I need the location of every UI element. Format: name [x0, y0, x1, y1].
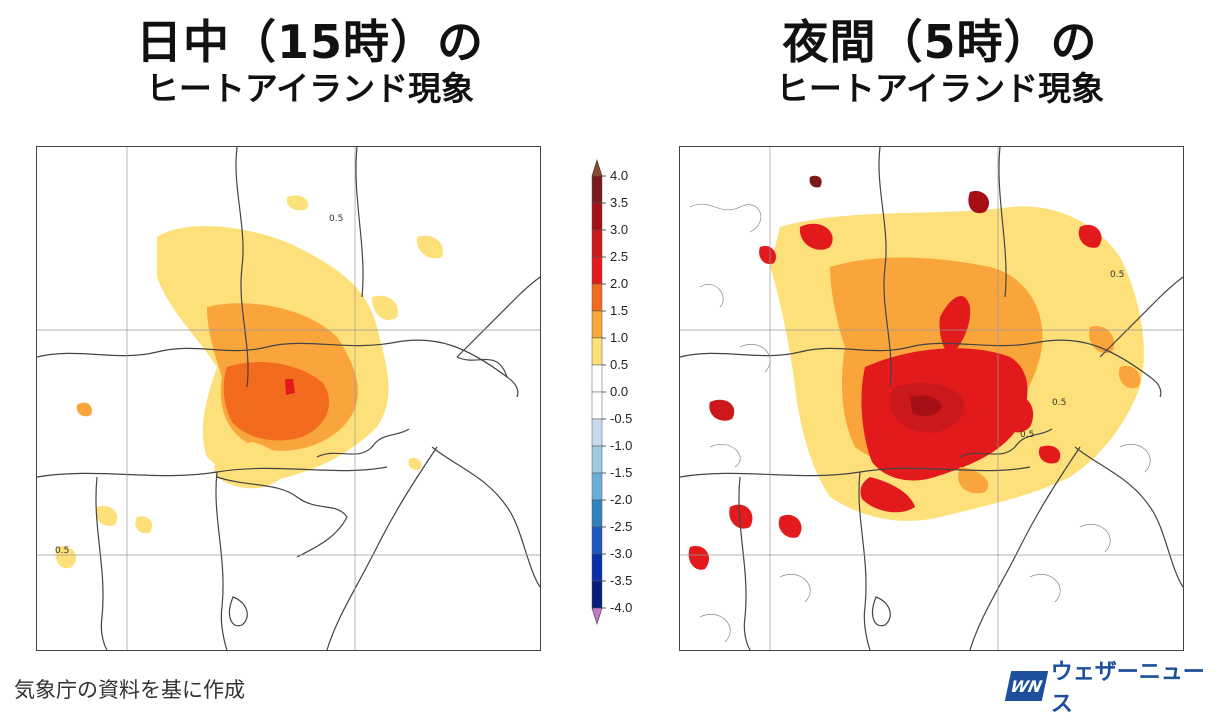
colorbar-segment	[591, 553, 603, 582]
contour-label: 0.5	[1110, 270, 1124, 280]
colorbar-segment	[591, 202, 603, 231]
colorbar-label: 3.5	[610, 195, 628, 210]
contour-label: 0.5	[329, 214, 343, 224]
weathernews-logo-icon: WN	[1004, 671, 1048, 701]
colorbar-segment	[591, 283, 603, 312]
colorbar-label: -3.5	[610, 573, 632, 588]
colorbar: 4.0 3.5 3.0 2.5 2.0 1.5 1.0 0.5 0.0 -0.5 -1.0 -1.5 -…	[586, 156, 666, 640]
left-title-line1: 日中（15時）の	[135, 15, 484, 69]
daytime-boundary-lines	[37, 147, 540, 650]
colorbar-label: -0.5	[610, 411, 632, 426]
colorbar-segment	[591, 526, 603, 555]
colorbar-segment	[591, 472, 603, 501]
colorbar-svg: 4.0 3.5 3.0 2.5 2.0 1.5 1.0 0.5 0.0 -0.5 -1.0 -1.5 -…	[591, 158, 632, 626]
colorbar-bottom-arrow	[591, 607, 603, 626]
daytime-map-svg: 0.5 0.5	[37, 147, 540, 650]
colorbar-label: 2.5	[610, 249, 628, 264]
contour-label: 0.5	[55, 546, 69, 556]
colorbar-segment	[591, 391, 603, 420]
colorbar-segment	[591, 499, 603, 528]
brand-name: ウェザーニュース	[1050, 660, 1205, 717]
colorbar-segment	[591, 256, 603, 285]
nighttime-grid	[680, 147, 1183, 650]
colorbar-segment	[591, 310, 603, 339]
colorbar-label: 0.0	[610, 384, 628, 399]
nighttime-heat-layer	[688, 175, 1144, 570]
nighttime-boundary-lines	[680, 147, 1183, 650]
colorbar-top-arrow	[591, 158, 603, 177]
colorbar-label: -3.0	[610, 546, 632, 561]
colorbar-label: -4.0	[610, 600, 632, 615]
colorbar-segment	[591, 229, 603, 258]
nighttime-noise-contours	[689, 203, 1151, 643]
colorbar-segment	[591, 445, 603, 474]
colorbar-segment	[591, 337, 603, 366]
daytime-heat-layer	[55, 195, 443, 569]
weathernews-brand: WN ウェザーニュース	[1004, 660, 1220, 717]
colorbar-label: 0.5	[610, 357, 628, 372]
daytime-heat-island-map: 0.5 0.5	[36, 146, 541, 651]
contour-label: 0.5	[1020, 430, 1034, 440]
colorbar-segment	[591, 175, 603, 204]
colorbar-label: -2.5	[610, 519, 632, 534]
right-map-title: 夜間（5時）の ヒートアイランド現象	[680, 18, 1200, 107]
colorbar-segment	[591, 418, 603, 447]
colorbar-label: 3.0	[610, 222, 628, 237]
left-map-title: 日中（15時）の ヒートアイランド現象	[50, 18, 570, 107]
nighttime-map-svg: 0.5 0.5 0.5	[680, 147, 1183, 650]
right-title-line2: ヒートアイランド現象	[775, 69, 1105, 109]
daytime-grid	[37, 147, 540, 650]
source-note: 気象庁の資料を基に作成	[14, 678, 245, 702]
colorbar-label: -1.0	[610, 438, 632, 453]
colorbar-label: 1.5	[610, 303, 628, 318]
contour-label: 0.5	[1052, 398, 1066, 408]
right-title-line1: 夜間（5時）の	[782, 15, 1098, 69]
left-title-line2: ヒートアイランド現象	[145, 69, 475, 109]
colorbar-segment	[591, 580, 603, 609]
colorbar-label: 1.0	[610, 330, 628, 345]
colorbar-label: 4.0	[610, 168, 628, 183]
colorbar-label: -1.5	[610, 465, 632, 480]
colorbar-label: 2.0	[610, 276, 628, 291]
nighttime-heat-island-map: 0.5 0.5 0.5	[679, 146, 1184, 651]
colorbar-label: -2.0	[610, 492, 632, 507]
colorbar-segment	[591, 364, 603, 393]
